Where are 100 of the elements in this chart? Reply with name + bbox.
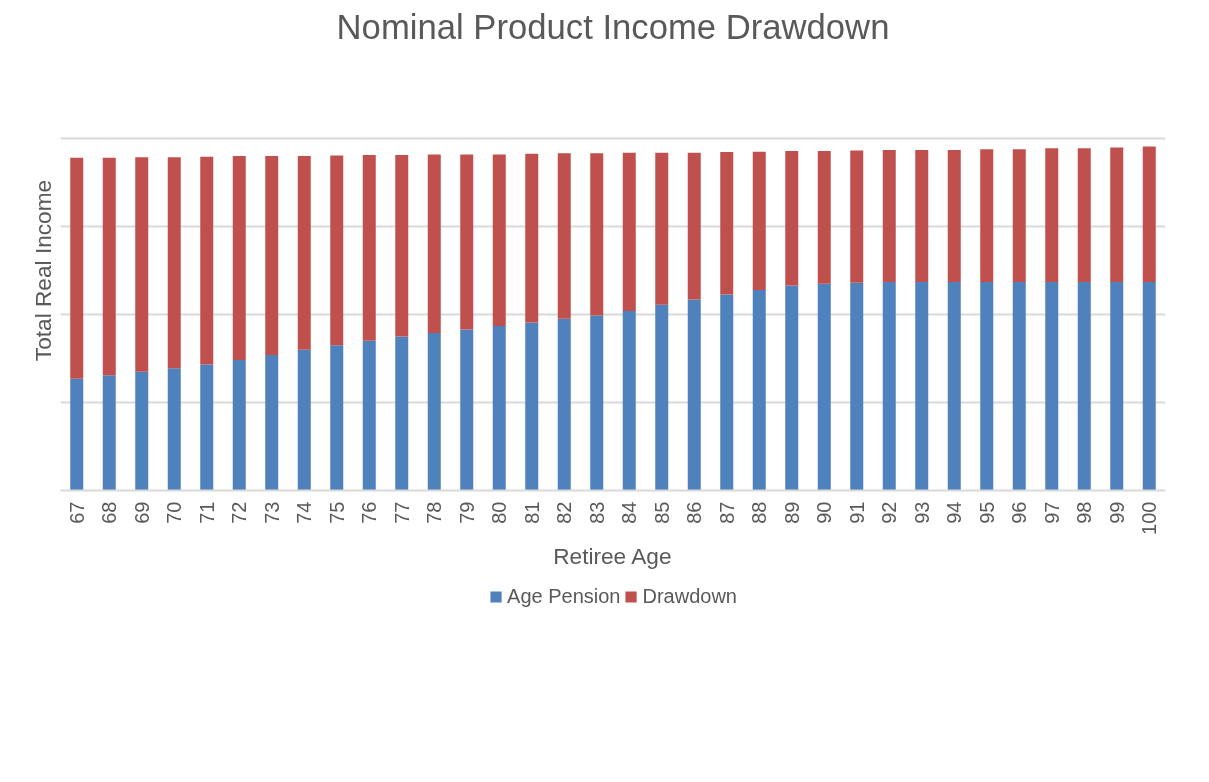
bar bbox=[70, 378, 84, 491]
bar bbox=[460, 154, 474, 330]
bar bbox=[200, 156, 214, 365]
bar bbox=[232, 360, 246, 491]
x-tick-label: 98 bbox=[1073, 501, 1096, 524]
bar bbox=[557, 318, 571, 491]
x-tick-label: 81 bbox=[520, 501, 543, 524]
bar bbox=[882, 149, 896, 283]
x-axis-title: Retiree Age bbox=[553, 542, 672, 569]
x-tick-label: 94 bbox=[943, 501, 966, 524]
x-tick-label: 67 bbox=[65, 501, 88, 524]
x-tick-label: 89 bbox=[780, 501, 803, 524]
x-tick-label: 85 bbox=[650, 501, 673, 524]
legend-label: Age Pension bbox=[507, 584, 621, 608]
bar bbox=[232, 156, 246, 361]
bar bbox=[265, 354, 279, 491]
legend-label: Drawdown bbox=[642, 584, 737, 608]
bar bbox=[655, 304, 669, 491]
bar bbox=[817, 150, 831, 284]
bar bbox=[980, 149, 994, 283]
bar bbox=[590, 315, 604, 491]
x-tick-label: 69 bbox=[130, 501, 153, 524]
x-tick-label: 91 bbox=[845, 501, 868, 524]
bar bbox=[980, 282, 994, 491]
bar bbox=[915, 149, 929, 283]
x-tick-label: 70 bbox=[163, 501, 186, 524]
bar bbox=[850, 282, 864, 491]
x-tick-label: 71 bbox=[195, 501, 218, 524]
x-tick-label: 76 bbox=[358, 501, 381, 524]
bar bbox=[362, 155, 376, 341]
bar bbox=[720, 151, 734, 295]
bar bbox=[947, 282, 961, 491]
bar bbox=[1142, 146, 1156, 283]
bar bbox=[70, 157, 84, 379]
bar bbox=[1012, 282, 1026, 491]
bar bbox=[102, 157, 116, 376]
bar bbox=[135, 157, 149, 372]
bar bbox=[427, 332, 441, 491]
bar bbox=[1012, 149, 1026, 283]
bar bbox=[915, 282, 929, 491]
x-tick-label: 86 bbox=[683, 501, 706, 524]
bar bbox=[752, 289, 766, 491]
bar bbox=[1045, 282, 1059, 491]
bar bbox=[265, 156, 279, 355]
bar bbox=[752, 151, 766, 290]
x-tick-label: 90 bbox=[813, 501, 836, 524]
bar bbox=[947, 149, 961, 283]
bar bbox=[687, 299, 701, 491]
bar bbox=[525, 153, 539, 323]
x-tick-label: 83 bbox=[585, 501, 608, 524]
bar bbox=[557, 153, 571, 319]
bar bbox=[1045, 148, 1059, 283]
bar bbox=[330, 345, 344, 491]
bar bbox=[785, 150, 799, 286]
x-tick-label: 84 bbox=[618, 501, 641, 524]
x-tick-label: 87 bbox=[715, 501, 738, 524]
x-tick-label: 95 bbox=[975, 501, 998, 524]
bar bbox=[1077, 282, 1091, 491]
bar bbox=[395, 336, 409, 491]
x-tick-label: 73 bbox=[260, 501, 283, 524]
bar bbox=[785, 285, 799, 491]
x-tick-label: 80 bbox=[488, 501, 511, 524]
x-tick-label: 99 bbox=[1105, 501, 1128, 524]
x-tick-label: 88 bbox=[748, 501, 771, 524]
bar bbox=[655, 152, 669, 305]
bar bbox=[817, 283, 831, 491]
bar bbox=[102, 375, 116, 491]
chart-title: Nominal Product Income Drawdown bbox=[336, 7, 890, 46]
bar bbox=[135, 371, 149, 491]
bar bbox=[1110, 282, 1124, 491]
x-tick-label: 79 bbox=[455, 501, 478, 524]
bar bbox=[492, 154, 506, 327]
bar bbox=[1142, 282, 1156, 491]
bar bbox=[167, 368, 181, 491]
x-tick-label: 75 bbox=[325, 501, 348, 524]
bar bbox=[362, 340, 376, 491]
x-tick-label: 68 bbox=[98, 501, 121, 524]
bar bbox=[167, 157, 181, 369]
bar bbox=[460, 329, 474, 491]
bar bbox=[395, 155, 409, 337]
x-tick-label: 78 bbox=[423, 501, 446, 524]
y-axis-title: Total Real Income bbox=[29, 179, 56, 362]
x-tick-label: 72 bbox=[228, 501, 251, 524]
bar bbox=[297, 156, 311, 350]
bar bbox=[882, 282, 896, 491]
bar bbox=[850, 150, 864, 283]
x-tick-label: 74 bbox=[293, 501, 316, 524]
bar bbox=[525, 322, 539, 491]
x-tick-label: 82 bbox=[553, 501, 576, 524]
bar bbox=[297, 349, 311, 491]
x-tick-label: 92 bbox=[878, 501, 901, 524]
bar bbox=[687, 152, 701, 300]
bar bbox=[622, 310, 636, 491]
bar bbox=[1077, 148, 1091, 283]
x-tick-label: 97 bbox=[1040, 501, 1063, 524]
bar bbox=[622, 152, 636, 311]
x-tick-label: 77 bbox=[390, 501, 413, 524]
bar bbox=[1110, 147, 1124, 283]
x-tick-label: 100 bbox=[1138, 501, 1161, 535]
bar bbox=[200, 364, 214, 491]
